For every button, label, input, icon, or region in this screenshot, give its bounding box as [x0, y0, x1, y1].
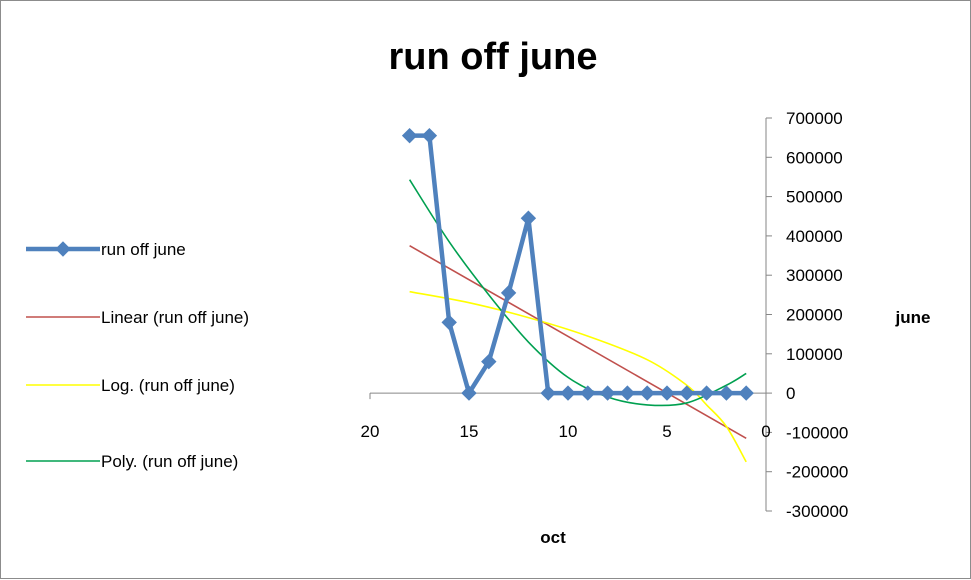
- data-point-marker: [520, 210, 537, 226]
- data-point-marker: [481, 353, 497, 370]
- x-tick-label: 10: [559, 422, 578, 441]
- data-point-marker: [639, 385, 655, 401]
- y-tick-label: 300000: [786, 266, 843, 285]
- x-axis-title: oct: [540, 528, 566, 547]
- data-point-marker: [698, 385, 715, 401]
- legend-label: Linear (run off june): [101, 308, 249, 327]
- y-tick-label: -100000: [786, 423, 848, 442]
- data-point-marker: [401, 127, 418, 144]
- x-tick-label: 0: [761, 422, 770, 441]
- x-tick-label: 5: [662, 422, 671, 441]
- y-tick-label: 700000: [786, 109, 843, 128]
- data-point-marker: [619, 385, 636, 401]
- x-tick-label: 20: [361, 422, 380, 441]
- legend-swatch-marker: [55, 241, 71, 257]
- data-point-marker: [540, 385, 556, 401]
- data-point-marker: [599, 385, 616, 401]
- data-point-marker: [441, 314, 457, 331]
- y-tick-label: 200000: [786, 306, 843, 325]
- data-point-marker: [718, 385, 735, 401]
- series-line: [409, 133, 747, 396]
- legend-label: run off june: [101, 240, 186, 259]
- trendline-poly: [408, 179, 747, 407]
- trendline-linear: [409, 245, 747, 439]
- data-point-marker: [659, 385, 675, 401]
- y-tick-label: -300000: [786, 502, 848, 521]
- data-point-marker: [560, 385, 576, 401]
- legend: run off june Linear (run off june) Log. (r…: [26, 240, 249, 471]
- trendline-log: [409, 290, 747, 463]
- legend-label: Poly. (run off june): [101, 452, 238, 471]
- y-axis-title: june: [895, 308, 931, 327]
- y-tick-label: -200000: [786, 463, 848, 482]
- data-point-marker: [421, 127, 438, 144]
- data-point-marker: [500, 285, 517, 301]
- data-point-marker: [461, 385, 477, 401]
- series-layer: [401, 127, 754, 401]
- trendlines-layer: [408, 179, 747, 463]
- legend-label: Log. (run off june): [101, 376, 235, 395]
- chart-title: run off june: [389, 36, 598, 78]
- y-tick-label: 400000: [786, 227, 843, 246]
- x-tick-label: 15: [460, 422, 479, 441]
- data-point-marker: [580, 385, 596, 401]
- y-tick-label: 0: [786, 384, 795, 403]
- axes-layer: 7000006000005000004000003000002000001000…: [361, 109, 849, 521]
- y-tick-label: 600000: [786, 148, 843, 167]
- data-point-marker: [679, 385, 695, 401]
- y-tick-label: 500000: [786, 188, 843, 207]
- data-point-marker: [738, 385, 754, 401]
- y-tick-label: 100000: [786, 345, 843, 364]
